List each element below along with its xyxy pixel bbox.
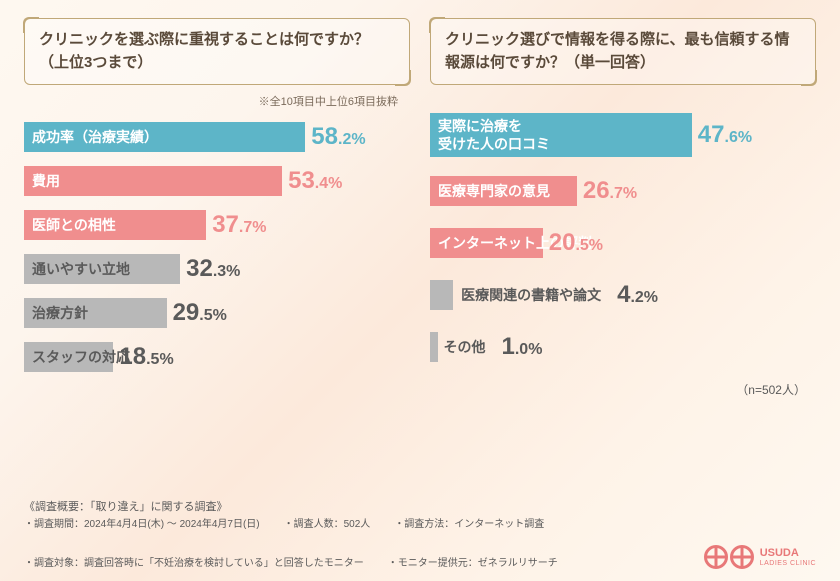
left-question: クリニックを選ぶ際に重視することは何ですか？（上位3つまで） <box>39 29 395 74</box>
left-question-box: クリニックを選ぶ際に重視することは何ですか？（上位3つまで） <box>24 18 410 85</box>
bar-value: 29.5% <box>173 299 227 327</box>
bar-value: 37.7% <box>212 211 266 239</box>
bar-label: 通いやすい立地 <box>32 260 130 278</box>
bar-row: インターネット上の評判20.5% <box>430 225 816 261</box>
logo-icon <box>704 545 754 569</box>
bar-row: 医師との相性 37.7% <box>24 207 410 243</box>
footer-item: ・調査期間：2024年4月4日(木) ～ 2024年4月7日(日) <box>24 517 260 532</box>
bar <box>430 332 438 362</box>
bar-label: その他 <box>444 338 486 356</box>
bar-value: 47.6% <box>698 121 752 149</box>
bar-row: 成功率（治療実績） 58.2% <box>24 119 410 155</box>
bar-value: 18.5% <box>119 343 173 371</box>
bar-row: 医療専門家の意見 26.7% <box>430 173 816 209</box>
bar-value: 53.4% <box>288 167 342 195</box>
bar-label: スタッフの対応 <box>32 348 130 366</box>
footer-item: ・調査人数：502人 <box>284 517 371 532</box>
footer-item: ・調査対象：調査回答時に「不妊治療を検討している」と回答したモニター <box>24 556 364 571</box>
bar: 通いやすい立地 <box>24 254 180 284</box>
bar-row: その他 1.0% <box>430 329 816 365</box>
bar-value: 26.7% <box>583 177 637 205</box>
bar-label: 治療方針 <box>32 304 88 322</box>
left-subtitle: ※全10項目中上位6項目抜粋 <box>24 93 410 109</box>
n-label: （n=502人） <box>430 381 816 398</box>
bar: スタッフの対応 <box>24 342 113 372</box>
bar: インターネット上の評判 <box>430 228 543 258</box>
bar-label: 成功率（治療実績） <box>32 128 158 146</box>
bar: 医師との相性 <box>24 210 206 240</box>
bar-row: 治療方針 29.5% <box>24 295 410 331</box>
footer-item: ・調査方法：インターネット調査 <box>394 517 544 532</box>
bar-row: 実際に治療を受けた人の口コミ 47.6% <box>430 111 816 159</box>
footer: 《調査概要：「取り違え」に関する調査》 ・調査期間：2024年4月4日(木) ～… <box>24 499 816 572</box>
bar-label: 医療関連の書籍や論文 <box>461 286 601 304</box>
clinic-logo: USUDA LADIES CLINIC <box>704 545 816 569</box>
logo-sub: LADIES CLINIC <box>760 560 816 567</box>
footer-item: ・モニター提供元：ゼネラルリサーチ <box>388 556 558 571</box>
bar-label: 費用 <box>32 172 60 190</box>
bar-label: 医療専門家の意見 <box>438 182 550 200</box>
bar-value: 58.2% <box>311 123 365 151</box>
right-question: クリニック選びで情報を得る際に、最も信頼する情報源は何ですか？（単一回答） <box>445 29 801 74</box>
bar-value: 20.5% <box>549 229 603 257</box>
logo-name: USUDA <box>760 547 816 559</box>
bar: 治療方針 <box>24 298 167 328</box>
bar-row: スタッフの対応18.5% <box>24 339 410 375</box>
right-chart: 実際に治療を受けた人の口コミ 47.6% 医療専門家の意見 26.7% インターネット上… <box>430 111 816 365</box>
bar-label: 医師との相性 <box>32 216 116 234</box>
left-chart: 成功率（治療実績） 58.2% 費用 53.4% 医師との相性 37.7% 通いやすい立地 3… <box>24 119 410 375</box>
bar: 成功率（治療実績） <box>24 122 305 152</box>
bar-row: 医療関連の書籍や論文 4.2% <box>430 277 816 313</box>
footer-items: ・調査期間：2024年4月4日(木) ～ 2024年4月7日(日) ・調査人数：5… <box>24 517 816 571</box>
bar: 費用 <box>24 166 282 196</box>
right-panel: クリニック選びで情報を得る際に、最も信頼する情報源は何ですか？（単一回答） 実際… <box>430 18 816 398</box>
bar-value: 4.2% <box>617 281 658 309</box>
bar-row: 費用 53.4% <box>24 163 410 199</box>
bar <box>430 280 453 310</box>
bar-label: 実際に治療を受けた人の口コミ <box>438 117 550 153</box>
bar-row: 通いやすい立地 32.3% <box>24 251 410 287</box>
bar: 実際に治療を受けた人の口コミ <box>430 113 692 157</box>
bar-value: 1.0% <box>502 333 543 361</box>
footer-title: 《調査概要：「取り違え」に関する調査》 <box>24 499 816 516</box>
left-panel: クリニックを選ぶ際に重視することは何ですか？（上位3つまで） ※全10項目中上位… <box>24 18 410 398</box>
bar-value: 32.3% <box>186 255 240 283</box>
bar: 医療専門家の意見 <box>430 176 577 206</box>
right-question-box: クリニック選びで情報を得る際に、最も信頼する情報源は何ですか？（単一回答） <box>430 18 816 85</box>
